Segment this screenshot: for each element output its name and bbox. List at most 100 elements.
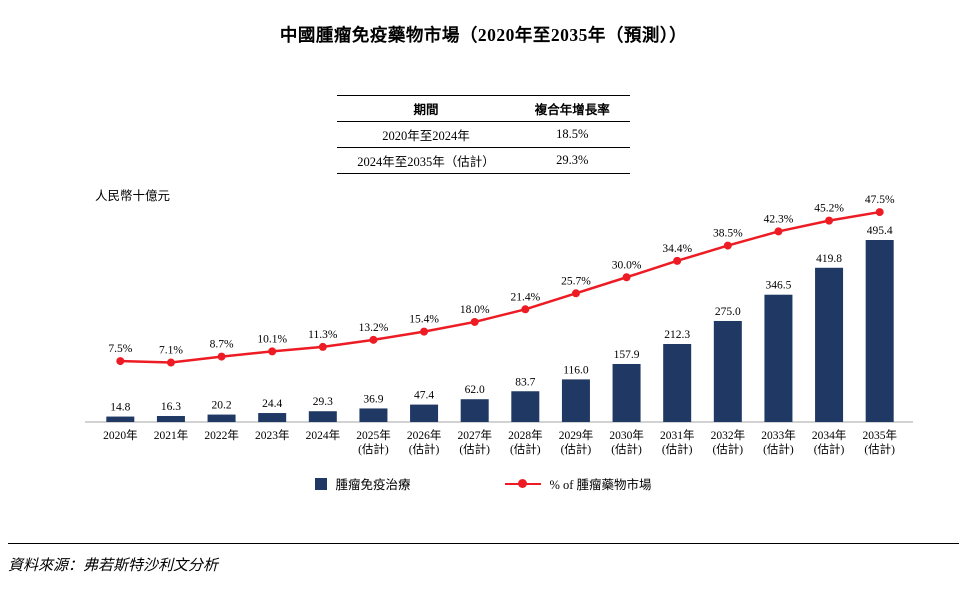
x-axis-label: 2023年	[255, 428, 290, 442]
x-axis-sublabel: (估計)	[763, 442, 794, 456]
percentage-line	[120, 210, 880, 364]
x-axis-label: 2033年	[761, 428, 796, 442]
bar-value-label: 36.9	[363, 393, 383, 405]
x-axis-sublabel: (估計)	[611, 442, 642, 456]
line-value-label: 13.2%	[359, 322, 389, 334]
bar-2033年	[764, 294, 793, 422]
bar-value-label: 157.9	[614, 349, 640, 361]
table-row: 2024年至2035年（估計） 29.3%	[337, 147, 630, 174]
bar-value-label: 495.4	[867, 225, 893, 237]
line-value-label: 42.3%	[764, 213, 794, 225]
bar-value-label: 24.4	[262, 398, 282, 410]
line-marker	[369, 335, 378, 344]
bar-value-label: 62.0	[465, 384, 485, 396]
chart-legend: 腫瘤免疫治療 % of 腫瘤藥物市場	[0, 474, 967, 493]
bar-value-label: 29.3	[313, 396, 333, 408]
bar-value-label: 346.5	[766, 280, 792, 292]
x-axis-label: 2031年	[660, 428, 695, 442]
cagr-value-2020-2024: 18.5%	[514, 121, 630, 148]
bar-2031年	[663, 344, 692, 422]
line-marker	[116, 357, 125, 366]
bar-2028年	[511, 391, 540, 422]
x-axis-sublabel: (估計)	[358, 442, 389, 456]
bar-value-label: 116.0	[563, 364, 589, 376]
x-axis-sublabel: (估計)	[864, 442, 895, 456]
cagr-table: 期間 複合年增長率 2020年至2024年 18.5% 2024年至2035年（…	[337, 95, 630, 174]
bar-value-label: 20.2	[212, 400, 232, 412]
line-marker	[470, 317, 479, 326]
market-chart: 人民幣十億元 14.8 2020年 16.3 2021年 20.2 2022年 24.4 20…	[0, 182, 967, 472]
line-marker	[166, 358, 175, 367]
bar-2029年	[561, 379, 590, 422]
chart-title: 中國腫瘤免疫藥物市場（2020年至2035年（預測））	[279, 25, 688, 45]
y-axis-unit-label: 人民幣十億元	[95, 189, 170, 203]
legend-bar-label: 腫瘤免疫治療	[335, 478, 411, 492]
x-axis-label: 2020年	[103, 428, 138, 442]
legend-line-label: % of 腫瘤藥物市場	[549, 478, 652, 492]
line-value-label: 25.7%	[561, 275, 591, 287]
x-axis-label: 2030年	[609, 428, 644, 442]
line-value-label: 45.2%	[814, 203, 844, 215]
bar-2024年	[308, 411, 337, 422]
x-axis-label: 2027年	[457, 428, 492, 442]
x-axis-label: 2032年	[711, 428, 746, 442]
line-marker	[622, 273, 631, 282]
bar-2026年	[410, 404, 439, 422]
bar-value-label: 16.3	[161, 401, 181, 413]
bar-2021年	[156, 416, 185, 422]
x-axis-sublabel: (估計)	[814, 442, 845, 456]
market-chart-canvas: 人民幣十億元 14.8 2020年 16.3 2021年 20.2 2022年 24.4 20…	[85, 189, 913, 456]
line-marker	[825, 216, 834, 225]
x-axis-label: 2034年	[812, 428, 847, 442]
line-marker	[318, 342, 327, 351]
x-axis-sublabel: (估計)	[561, 442, 592, 456]
line-value-label: 34.4%	[662, 243, 692, 255]
line-value-label: 7.1%	[159, 345, 183, 357]
legend-item-line: % of 腫瘤藥物市場	[505, 474, 652, 493]
line-value-label: 38.5%	[713, 228, 743, 240]
cagr-period-2020-2024: 2020年至2024年	[337, 121, 515, 148]
line-value-label: 15.4%	[409, 314, 439, 326]
bar-2030年	[612, 363, 641, 422]
line-marker	[521, 305, 530, 314]
legend-item-bar: 腫瘤免疫治療	[315, 474, 410, 493]
bar-2027年	[460, 399, 489, 422]
bar-2034年	[815, 267, 844, 422]
source-divider	[8, 543, 959, 544]
bar-2035年	[865, 240, 894, 422]
x-axis-label: 2021年	[154, 428, 189, 442]
bar-value-label: 83.7	[515, 376, 535, 388]
cagr-table-header-cagr: 複合年增長率	[514, 95, 630, 122]
line-marker	[875, 208, 884, 217]
x-axis-sublabel: (估計)	[510, 442, 541, 456]
bar-2032年	[713, 320, 742, 422]
bar-value-label: 212.3	[664, 329, 690, 341]
line-value-label: 7.5%	[108, 343, 132, 355]
bar-2022年	[207, 414, 236, 422]
bar-2025年	[359, 408, 388, 422]
bar-value-label: 14.8	[110, 402, 130, 414]
line-value-label: 30.0%	[612, 259, 642, 271]
line-marker	[420, 327, 429, 336]
x-axis-label: 2035年	[862, 428, 897, 442]
line-marker	[723, 241, 732, 250]
line-value-label: 10.1%	[257, 333, 287, 345]
line-marker	[268, 347, 277, 356]
x-axis-sublabel: (估計)	[459, 442, 490, 456]
x-axis-label: 2024年	[306, 428, 341, 442]
line-marker	[217, 352, 226, 361]
cagr-value-2024-2035: 29.3%	[514, 147, 630, 174]
line-series-marker-icon	[505, 478, 542, 488]
cagr-table-header-period: 期間	[337, 95, 515, 122]
line-marker	[571, 289, 580, 298]
x-axis-label: 2022年	[204, 428, 239, 442]
cagr-period-2024-2035: 2024年至2035年（估計）	[337, 147, 515, 174]
line-marker	[673, 256, 682, 265]
x-axis-sublabel: (估計)	[712, 442, 743, 456]
bar-2020年	[106, 416, 135, 422]
bar-2023年	[258, 413, 287, 422]
line-value-label: 47.5%	[865, 194, 895, 206]
bar-value-label: 275.0	[715, 306, 741, 318]
table-row: 2020年至2024年 18.5%	[337, 121, 630, 148]
line-value-label: 21.4%	[510, 291, 540, 303]
